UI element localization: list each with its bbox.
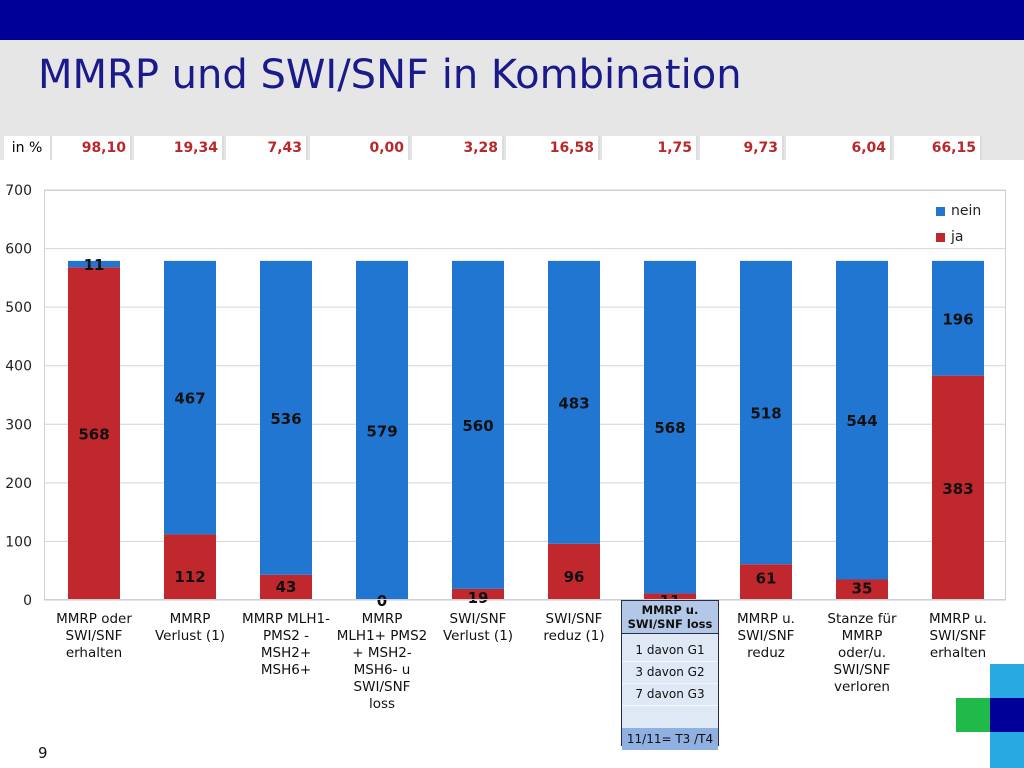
x-category-label: MMRP Verlust (1) bbox=[154, 611, 226, 644]
data-label-nein: 560 bbox=[462, 417, 493, 435]
info-box-footer: 11/11= T3 /T4 bbox=[622, 728, 718, 750]
percent-value: 98,10 bbox=[52, 136, 132, 160]
decorative-square bbox=[990, 698, 1024, 732]
legend-label-nein: nein bbox=[951, 203, 982, 219]
x-category-label: SWI/SNF Verlust (1) bbox=[442, 611, 514, 644]
percent-value: 6,04 bbox=[786, 136, 892, 160]
percent-value: 0,00 bbox=[310, 136, 410, 160]
bar-ja bbox=[644, 593, 696, 600]
legend-label-ja: ja bbox=[951, 229, 964, 245]
bar-ja bbox=[164, 534, 216, 600]
data-label-ja: 0 bbox=[377, 592, 387, 610]
bar-nein bbox=[164, 260, 216, 535]
percent-value: 16,58 bbox=[506, 136, 600, 160]
bar-nein bbox=[356, 260, 408, 600]
percent-row: in % 98,10 19,34 7,43 0,00 3,28 16,58 1,… bbox=[0, 136, 982, 160]
bar-nein bbox=[452, 260, 504, 589]
info-box-blank bbox=[622, 706, 718, 728]
y-tick-label: 500 bbox=[5, 300, 32, 316]
data-label-nein: 467 bbox=[174, 390, 205, 408]
data-label-nein: 544 bbox=[846, 412, 877, 430]
legend-item-ja: ja bbox=[936, 226, 981, 252]
bar-ja bbox=[740, 564, 792, 600]
bar-nein bbox=[260, 260, 312, 575]
bar-ja bbox=[548, 543, 600, 600]
legend-swatch-ja bbox=[936, 232, 945, 242]
data-label-ja: 43 bbox=[276, 578, 297, 596]
x-category-label: SWI/SNF reduz (1) bbox=[543, 611, 605, 644]
data-label-nein: 579 bbox=[366, 422, 397, 440]
data-label-nein: 196 bbox=[942, 310, 973, 328]
data-label-ja: 96 bbox=[564, 568, 585, 586]
bar-ja bbox=[836, 579, 888, 600]
page-number: 9 bbox=[38, 744, 48, 762]
decorative-square bbox=[956, 698, 990, 732]
data-label-ja: 61 bbox=[756, 569, 777, 587]
percent-value: 1,75 bbox=[602, 136, 698, 160]
bar-ja bbox=[68, 267, 120, 600]
bar-nein bbox=[68, 260, 120, 268]
y-tick-label: 0 bbox=[23, 593, 32, 609]
x-category-label: Stanze für MMRP oder/u. SWI/SNF verloren bbox=[827, 611, 897, 695]
data-label-ja: 112 bbox=[174, 568, 205, 586]
info-box-line: 3 davon G2 bbox=[622, 662, 718, 684]
x-category-label: MMRP oder SWI/SNF erhalten bbox=[56, 611, 132, 661]
x-category-label: MMRP u. SWI/SNF erhalten bbox=[929, 611, 987, 661]
data-label-nein: 536 bbox=[270, 410, 301, 428]
info-box-header-line: SWI/SNF loss bbox=[627, 617, 713, 631]
bar-ja bbox=[932, 375, 984, 600]
bar-ja bbox=[452, 588, 504, 600]
info-box-line: 1 davon G1 bbox=[622, 640, 718, 662]
percent-row-label: in % bbox=[4, 136, 52, 160]
bar-nein bbox=[836, 260, 888, 580]
bar-nein bbox=[740, 260, 792, 565]
data-label-ja: 35 bbox=[852, 580, 873, 598]
info-box-line: 7 davon G3 bbox=[622, 684, 718, 706]
x-category-label: MMRP MLH1- PMS2 - MSH2+ MSH6+ bbox=[242, 611, 330, 678]
y-tick-label: 100 bbox=[5, 534, 32, 550]
x-category-label: MMRP MLH1+ PMS2 + MSH2- MSH6- u SWI/SNF loss bbox=[336, 611, 428, 712]
percent-value: 9,73 bbox=[700, 136, 784, 160]
legend-swatch-nein bbox=[936, 206, 945, 216]
data-label-ja: 568 bbox=[78, 426, 109, 444]
bar-ja bbox=[260, 574, 312, 600]
data-label-ja: 19 bbox=[468, 589, 489, 607]
bar-nein bbox=[644, 260, 696, 594]
percent-value: 7,43 bbox=[226, 136, 308, 160]
y-tick-label: 200 bbox=[5, 476, 32, 492]
info-box-header: MMRP u. SWI/SNF loss bbox=[622, 601, 718, 634]
percent-value: 66,15 bbox=[894, 136, 982, 160]
info-box-header-line: MMRP u. bbox=[641, 603, 699, 617]
legend-item-nein: nein bbox=[936, 200, 981, 226]
bar-nein bbox=[932, 260, 984, 376]
y-tick-label: 300 bbox=[5, 417, 32, 433]
slide-title: MMRP und SWI/SNF in Kombination bbox=[38, 52, 742, 98]
decorative-square bbox=[990, 732, 1024, 768]
data-label-nein: 568 bbox=[654, 419, 685, 437]
y-tick-label: 400 bbox=[5, 359, 32, 375]
percent-value: 19,34 bbox=[134, 136, 224, 160]
bar-nein bbox=[548, 260, 600, 544]
decorative-square bbox=[990, 664, 1024, 698]
top-banner bbox=[0, 0, 1024, 40]
percent-value: 3,28 bbox=[412, 136, 504, 160]
stacked-bar-chart: 0 100 200 300 400 500 600 700 568 11 112 467 43 536 0 5… bbox=[5, 183, 1006, 610]
x-category-label: MMRP u. SWI/SNF reduz bbox=[737, 611, 795, 661]
chart-legend: nein ja bbox=[936, 200, 981, 252]
data-label-nein: 483 bbox=[558, 394, 589, 412]
data-label-nein: 11 bbox=[84, 256, 105, 274]
y-tick-label: 600 bbox=[5, 242, 32, 258]
y-tick-label: 700 bbox=[5, 183, 32, 199]
data-label-nein: 518 bbox=[750, 405, 781, 423]
data-label-ja: 383 bbox=[942, 480, 973, 498]
info-box: MMRP u. SWI/SNF loss 1 davon G1 3 davon … bbox=[621, 600, 719, 750]
